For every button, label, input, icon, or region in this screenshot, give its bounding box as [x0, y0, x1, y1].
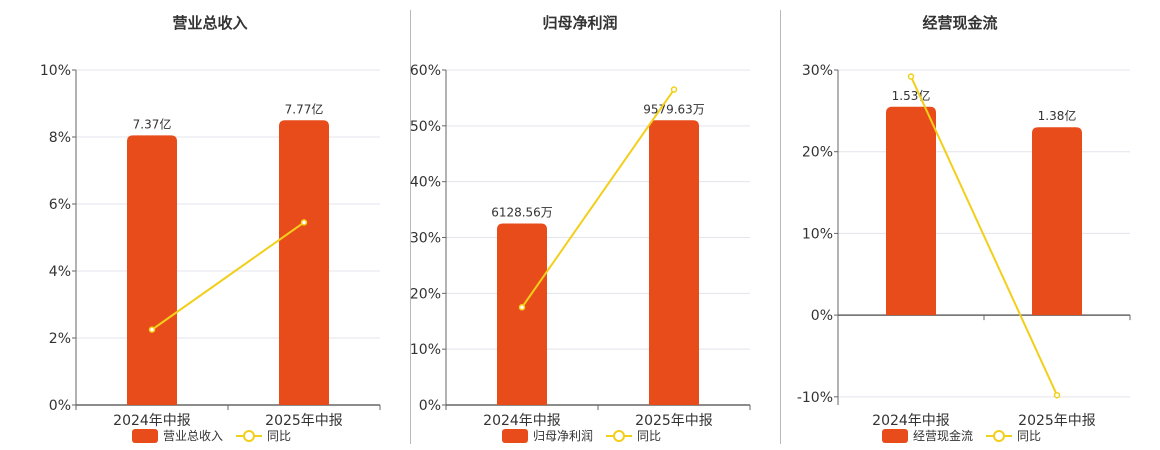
y-tick-label: 30% — [802, 63, 833, 79]
legend-bar-swatch — [882, 429, 908, 443]
bar — [279, 120, 329, 405]
bar-data-label: 1.53亿 — [892, 88, 931, 103]
chart-title: 营业总收入 — [172, 14, 247, 32]
y-tick-label: 0% — [419, 398, 441, 414]
y-tick-label: 2% — [49, 331, 71, 347]
y-tick-label: 30% — [410, 231, 441, 247]
x-category-label: 2025年中报 — [265, 413, 343, 429]
bar — [1032, 127, 1082, 316]
legend-line-marker — [613, 430, 625, 442]
legend-bar-label: 经营现金流 — [913, 428, 973, 443]
y-tick-label: 0% — [49, 398, 71, 414]
bar — [649, 120, 699, 405]
chart-title: 归母净利润 — [542, 14, 617, 32]
y-tick-label: 8% — [49, 130, 71, 146]
y-tick-label: 50% — [410, 119, 441, 135]
bar — [127, 135, 177, 405]
legend-bar-label: 归母净利润 — [533, 429, 593, 443]
yoy-point — [518, 304, 526, 311]
bar — [497, 223, 547, 405]
chart-title: 经营现金流 — [922, 14, 997, 32]
legend-bar-swatch — [502, 429, 528, 443]
bar-data-label: 7.37亿 — [133, 116, 172, 131]
legend-bar-swatch — [132, 429, 158, 443]
y-tick-label: 10% — [40, 63, 71, 79]
y-tick-label: 60% — [410, 63, 441, 79]
yoy-point — [300, 219, 308, 226]
y-tick-label: 20% — [802, 145, 833, 161]
bar-data-label: 1.38亿 — [1038, 108, 1077, 123]
yoy-line — [151, 221, 305, 331]
bar-data-label: 7.77亿 — [285, 101, 324, 116]
yoy-point — [148, 326, 156, 333]
divider — [410, 10, 411, 444]
y-tick-label: 4% — [49, 264, 71, 280]
y-tick-label: 10% — [802, 226, 833, 242]
x-category-label: 2024年中报 — [872, 413, 950, 429]
y-tick-label: -10% — [797, 390, 833, 406]
divider — [780, 10, 781, 444]
x-category-label: 2024年中报 — [113, 413, 191, 429]
legend-line-marker — [243, 430, 255, 442]
x-category-label: 2024年中报 — [483, 413, 561, 429]
bar-data-label: 9579.63万 — [643, 102, 705, 116]
y-tick-label: 0% — [811, 308, 833, 324]
yoy-line — [910, 76, 1058, 396]
x-category-label: 2025年中报 — [635, 413, 713, 429]
legend-line-label: 同比 — [637, 429, 661, 443]
y-tick-label: 20% — [410, 286, 441, 302]
yoy-point — [670, 86, 678, 93]
yoy-point — [907, 73, 915, 80]
net-profit-chart: 归母净利润 0% 10% 20% 30% 40% 50% 60% 2024年中报 2025年中报 6… — [410, 14, 751, 443]
legend-line-label: 同比 — [267, 429, 291, 443]
cash-flow-chart: 经营现金流 -10% 0% 10% 20% 30% 2024年中报 2025年中报 1.53亿 1… — [797, 14, 1131, 443]
yoy-line — [521, 88, 675, 308]
y-tick-label: 40% — [410, 175, 441, 191]
y-tick-label: 10% — [410, 342, 441, 358]
x-category-label: 2025年中报 — [1018, 413, 1096, 429]
bar — [886, 106, 936, 316]
legend-line-marker — [993, 430, 1005, 442]
revenue-chart: 营业总收入 0% 2% 4% 6% 8% 10% 2024年中报 2025年中报 7.37亿 7.7… — [40, 14, 381, 443]
bar-data-label: 6128.56万 — [491, 206, 553, 220]
legend-line-label: 同比 — [1017, 429, 1041, 443]
legend-bar-label: 营业总收入 — [163, 429, 223, 443]
yoy-point — [1053, 391, 1061, 399]
y-tick-label: 6% — [49, 197, 71, 213]
